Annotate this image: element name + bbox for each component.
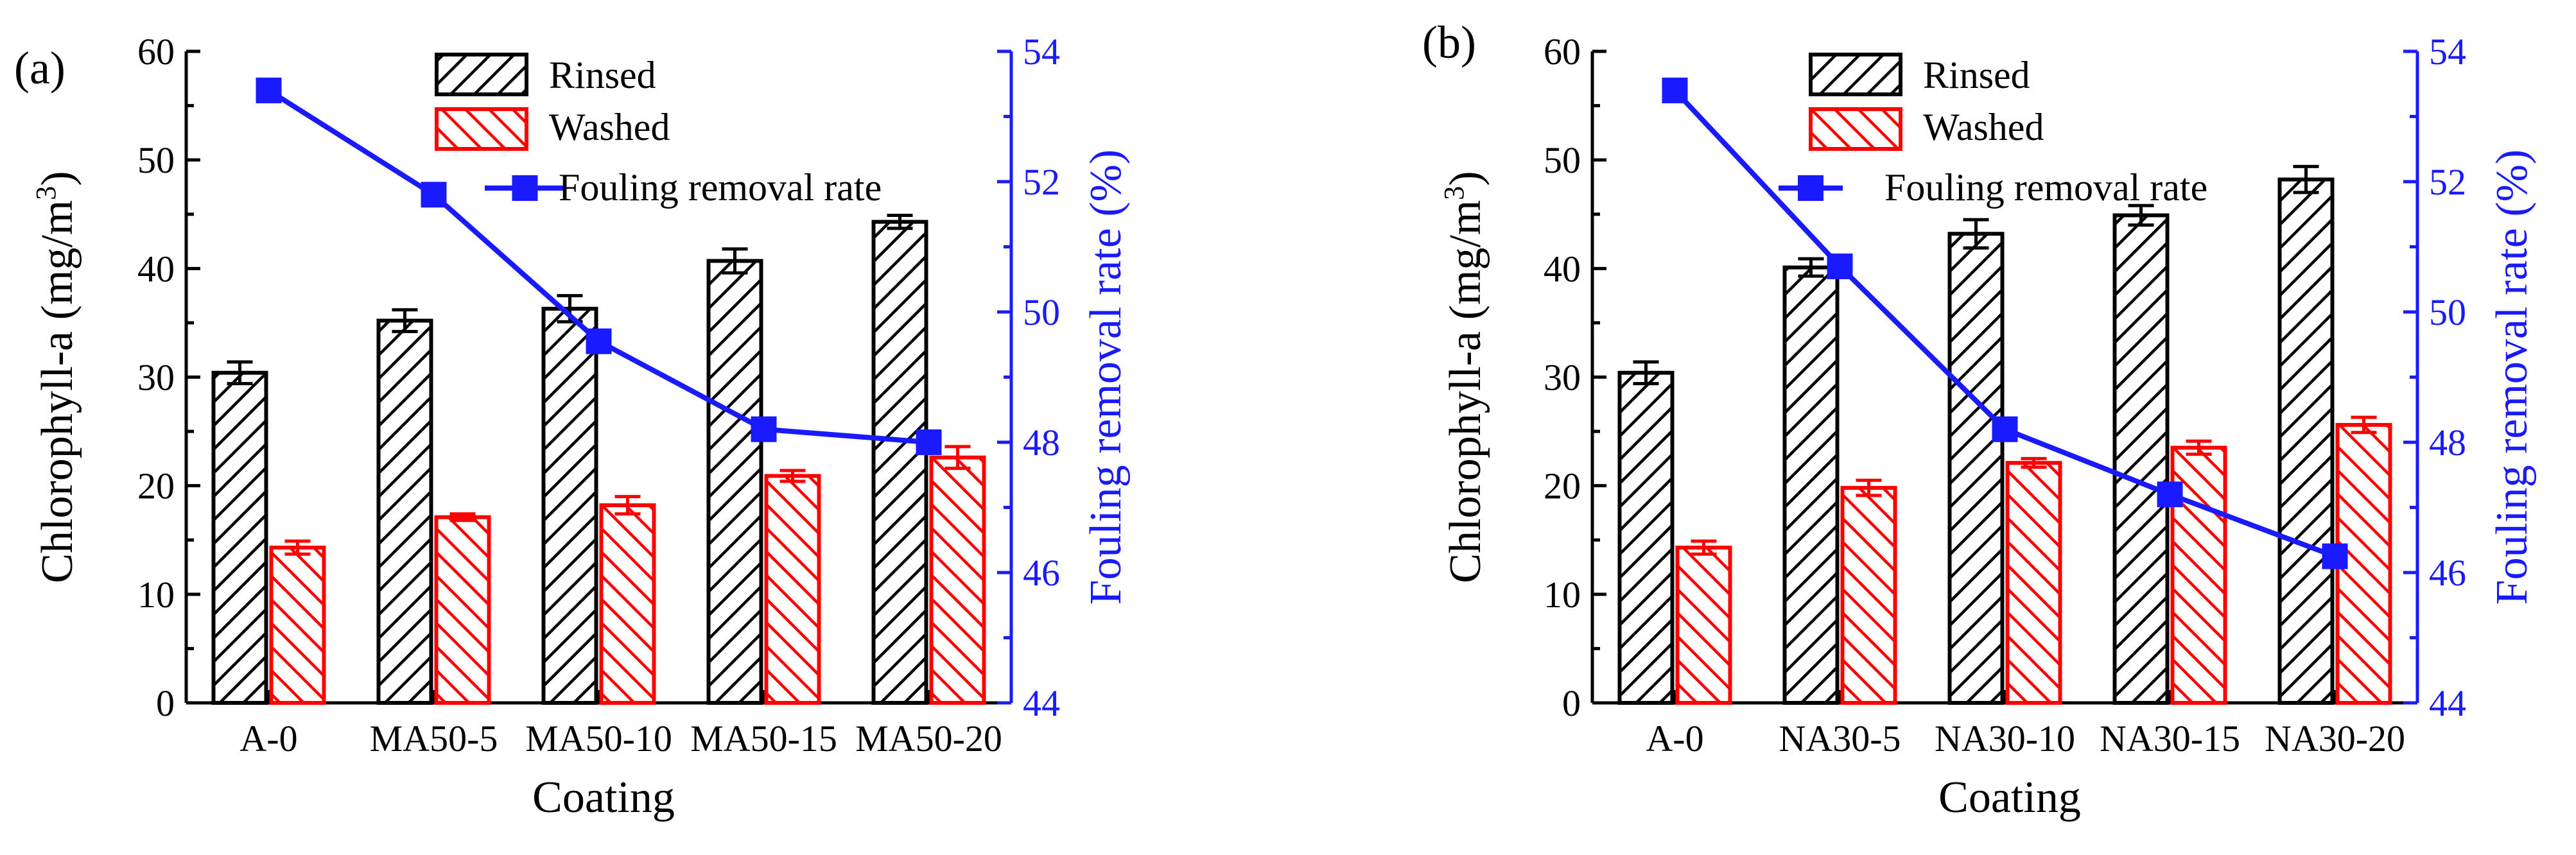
chart-panel-b: (b) 0 10 20 30 40 50 60 44 46 48 50 52 54 Chlorophyll-…: [1422, 17, 2537, 822]
fouling-removal-marker: [256, 77, 282, 103]
y-tick-label: 0: [1562, 682, 1581, 724]
y2-tick-label: 48: [2429, 422, 2466, 463]
x-tick-label: NA30-5: [1779, 718, 1901, 759]
bar-rinsed: [2112, 213, 2170, 705]
bar-rinsed: [211, 370, 268, 705]
bar-rinsed: [376, 318, 433, 705]
bar-washed: [599, 503, 656, 705]
legend-swatch-marker: [512, 175, 538, 201]
y2-tick-label: 50: [2429, 291, 2466, 333]
y2-axis-title: Fouling removal rate (%): [2487, 150, 2537, 605]
y-tick-label: 20: [1544, 465, 1581, 507]
x-axis-title: Coating: [532, 773, 675, 822]
x-tick-label: A-0: [1646, 718, 1703, 759]
x-tick-label: NA30-15: [2100, 718, 2240, 759]
y-tick-label: 50: [137, 139, 175, 181]
legend-swatch-marker: [1798, 175, 1823, 201]
y2-tick-label: 44: [2429, 682, 2466, 724]
x-tick-label: NA30-20: [2265, 718, 2405, 759]
y2-tick-label: 44: [1023, 682, 1060, 724]
y-axis-title: Chlorophyll-a (mg/m3): [30, 171, 82, 583]
x-axis-title: Coating: [1938, 773, 2081, 822]
y-axis-title-main: Chlorophyll-a (mg/m: [33, 200, 82, 583]
y-tick-label: 60: [137, 31, 175, 73]
fouling-removal-line: [1673, 89, 2336, 559]
bar-rinsed: [871, 220, 928, 705]
y-axis-title: Chlorophyll-a (mg/m3): [1438, 171, 1490, 583]
bar-rinsed: [1947, 232, 2005, 705]
y-axis-title-sup: 3: [1438, 186, 1470, 200]
y-tick-label: 0: [156, 682, 175, 724]
y2-axis-title: Fouling removal rate (%): [1081, 150, 1131, 605]
bar-washed: [929, 455, 986, 705]
legend-label-fouling: Fouling removal rate: [559, 166, 882, 209]
legend-swatch-rinsed: [1809, 53, 1902, 96]
legend-label-fouling: Fouling removal rate: [1884, 166, 2207, 209]
fouling-removal-marker: [751, 416, 777, 442]
y2-tick-label: 52: [2429, 161, 2466, 203]
fouling-removal-marker: [2157, 481, 2183, 508]
x-tick-label: MA50-20: [855, 718, 1002, 759]
fouling-removal-marker: [1827, 253, 1853, 279]
panel-label: (b): [1422, 17, 1476, 68]
panel-label: (a): [14, 42, 65, 94]
y-tick-label: 50: [1544, 139, 1581, 181]
fouling-removal-marker: [421, 182, 447, 208]
y-tick-label: 30: [137, 357, 175, 399]
bar-rinsed: [541, 306, 598, 705]
y-tick-label: 10: [1544, 574, 1581, 616]
legend-swatch-washed: [435, 107, 528, 151]
bar-washed: [1675, 546, 1732, 705]
x-tick-label: NA30-10: [1935, 718, 2075, 759]
fouling-removal-marker: [1992, 416, 2018, 442]
x-tick-label: MA50-5: [370, 718, 498, 759]
legend-swatch-rinsed: [435, 53, 528, 96]
x-tick-label: A-0: [239, 718, 297, 759]
y-tick-label: 20: [137, 465, 175, 507]
bar-rinsed: [1617, 370, 1675, 705]
y2-tick-label: 54: [1023, 31, 1060, 73]
y2-tick-label: 52: [1023, 161, 1060, 203]
fouling-removal-marker: [1662, 77, 1688, 103]
bar-washed: [764, 474, 821, 705]
y-tick-label: 40: [137, 248, 175, 289]
y2-tick-label: 50: [1023, 291, 1060, 333]
legend-label-rinsed: Rinsed: [1923, 54, 2030, 96]
y2-tick-label: 48: [1023, 422, 1060, 463]
bar-washed: [2005, 461, 2062, 705]
legend-label-washed: Washed: [1923, 106, 2044, 148]
x-tick-label: MA50-10: [525, 718, 672, 759]
y-tick-label: 60: [1544, 31, 1581, 73]
y-axis-title-end: ): [33, 171, 82, 186]
chart-panel-a: (a) 0 10 20 30 40 50 60 44 46 48 50 52 54 Chlorophyll-…: [14, 31, 1131, 822]
bar-washed: [434, 515, 491, 705]
chart-panels: (a)0102030405060444648505254Chlorophyll-…: [14, 17, 2537, 822]
legend-label-washed: Washed: [549, 106, 670, 148]
y-tick-label: 10: [137, 574, 175, 616]
fouling-removal-marker: [586, 328, 612, 354]
y-tick-label: 40: [1544, 248, 1581, 289]
legend-label-rinsed: Rinsed: [549, 54, 656, 96]
y2-tick-label: 46: [1023, 552, 1060, 594]
y-axis-title-sup: 3: [30, 186, 62, 200]
legend-swatch-washed: [1809, 107, 1902, 151]
y-axis-title-end: ): [1441, 171, 1490, 186]
bar-rinsed: [2277, 177, 2335, 705]
bar-rinsed: [706, 259, 763, 705]
bar-rinsed: [1782, 265, 1840, 705]
bar-washed: [269, 546, 326, 705]
fouling-removal-marker: [2322, 543, 2348, 569]
x-tick-label: MA50-15: [690, 718, 837, 759]
y2-tick-label: 46: [2429, 552, 2466, 594]
y2-tick-label: 54: [2429, 31, 2466, 73]
y-tick-label: 30: [1544, 357, 1581, 399]
y-axis-title-main: Chlorophyll-a (mg/m: [1441, 200, 1490, 583]
bar-washed: [1840, 486, 1897, 705]
fouling-removal-marker: [916, 429, 942, 455]
